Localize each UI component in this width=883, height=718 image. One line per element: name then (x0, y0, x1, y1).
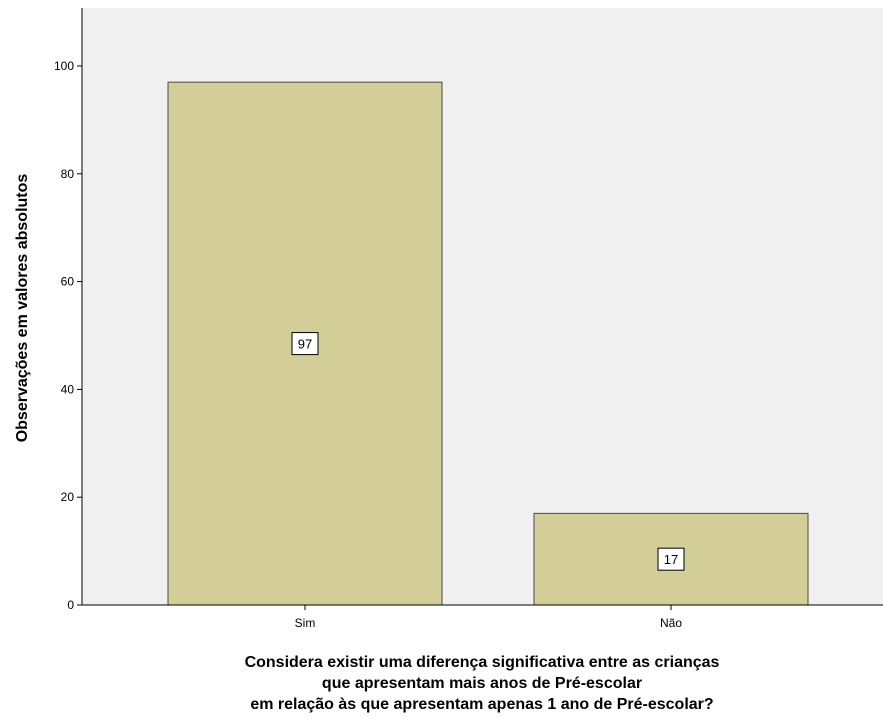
x-category-label: Sim (295, 616, 316, 630)
bars-group: 97 17 (167, 81, 809, 606)
x-axis-ticks: Sim Não (295, 605, 682, 630)
y-tick-label: 40 (61, 382, 75, 396)
x-category-label: Não (660, 616, 682, 630)
y-axis-ticks: 0 20 40 60 80 100 (54, 59, 82, 612)
y-tick-label: 20 (61, 490, 75, 504)
data-label: 97 (298, 337, 312, 352)
x-axis-title-line-1: Considera existir uma diferença signific… (245, 654, 720, 671)
y-tick-label: 80 (61, 167, 75, 181)
y-tick-label: 60 (61, 275, 75, 289)
x-axis-title-line-3: em relação às que apresentam apenas 1 an… (250, 696, 713, 713)
y-tick-label: 100 (54, 59, 74, 73)
data-label-box (657, 547, 685, 571)
x-axis-title-line-2: que apresentam mais anos de Pré-escolar (322, 675, 642, 692)
y-axis-title: Observações em valores absolutos (14, 174, 31, 443)
data-label: 17 (664, 552, 678, 567)
data-label-box (291, 332, 319, 356)
y-tick-label: 0 (67, 598, 74, 612)
